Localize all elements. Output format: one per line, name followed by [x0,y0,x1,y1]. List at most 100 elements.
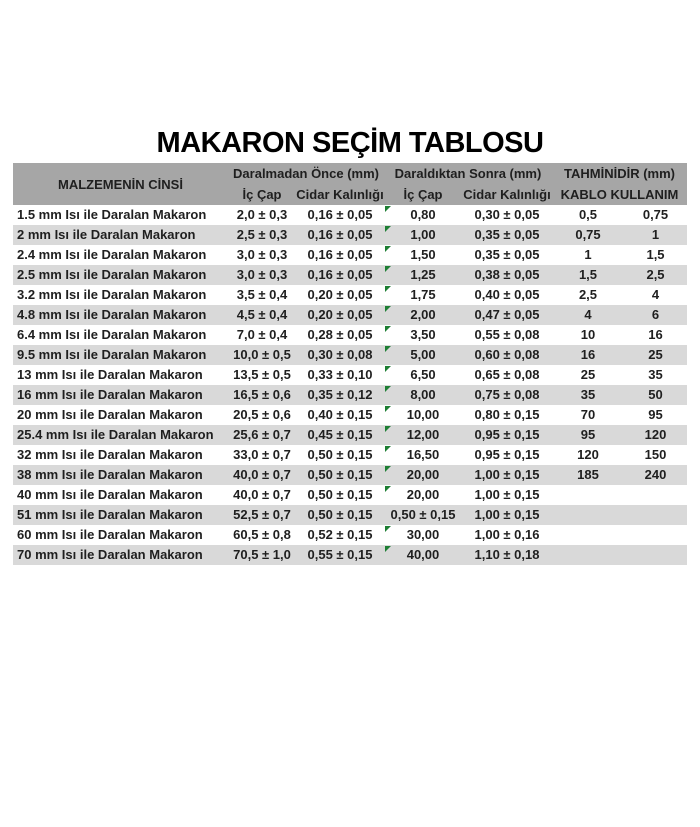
cidar-once-cell: 0,50 ± 0,15 [307,487,373,502]
cidar-once-cell: 0,50 ± 0,15 [307,447,373,462]
green-triangle-icon [385,346,391,352]
header-group-before: Daralmadan Önce (mm) [228,163,384,184]
kablo-max-cell: 120 [644,427,667,442]
green-triangle-icon [385,226,391,232]
kablo-max-cell: 16 [648,327,663,342]
table-row: 2.4 mm Isı ile Daralan Makaron 3,0 ± 0,3 0… [13,245,687,265]
table-body: 1.5 mm Isı ile Daralan Makaron 2,0 ± 0,3 0… [13,205,688,565]
kablo-max-cell: 50 [648,387,663,402]
kablo-max-cell [624,505,687,525]
material-cell: 60 mm Isı ile Daralan Makaron [17,527,203,542]
cell-value: 30,00 [406,527,440,542]
cidar-sonra-cell: 0,35 ± 0,05 [474,227,540,242]
material-cell: 25.4 mm Isı ile Daralan Makaron [17,427,214,442]
ic-cap-once-cell: 16,5 ± 0,6 [233,387,291,402]
green-triangle-icon [385,486,391,492]
green-triangle-icon [385,306,391,312]
kablo-max-cell: 4 [651,287,660,302]
table-row: 1.5 mm Isı ile Daralan Makaron 2,0 ± 0,3 0… [13,205,687,225]
cidar-sonra-cell: 0,95 ± 0,15 [474,427,540,442]
ic-cap-once-cell: 40,0 ± 0,7 [233,467,291,482]
kablo-min-cell: 0,5 [578,207,598,222]
material-cell: 20 mm Isı ile Daralan Makaron [17,407,203,422]
cell-value: 1,50 [410,247,436,262]
kablo-max-cell: 240 [644,467,667,482]
green-triangle-icon [385,526,391,532]
material-cell: 40 mm Isı ile Daralan Makaron [17,487,203,502]
green-triangle-icon [385,326,391,332]
kablo-min-cell: 35 [580,387,596,402]
table-row: 2 mm Isı ile Daralan Makaron 2,5 ± 0,3 0,1… [13,225,688,245]
header-sub-row: İç Çap Cidar Kalınlığı İç Çap Cidar Kalı… [13,184,688,205]
kablo-min-cell: 10 [580,327,596,342]
ic-cap-sonra-cell: 1,50 [384,245,462,265]
kablo-min-cell: 120 [577,447,599,462]
cidar-sonra-cell: 0,30 ± 0,05 [474,207,540,222]
ic-cap-sonra-cell: 1,75 [384,285,462,305]
ic-cap-once-cell: 10,0 ± 0,5 [233,347,291,362]
material-cell: 2.4 mm Isı ile Daralan Makaron [17,247,207,262]
table-row: 16 mm Isı ile Daralan Makaron 16,5 ± 0,6 0… [13,385,688,405]
table-row: 3.2 mm Isı ile Daralan Makaron 3,5 ± 0,4 0… [13,285,687,305]
cidar-once-cell: 0,55 ± 0,15 [307,547,373,562]
header-cidar-before: Cidar Kalınlığı [296,184,384,205]
table-row: 13 mm Isı ile Daralan Makaron 13,5 ± 0,5 0… [13,365,687,385]
green-triangle-icon [385,386,391,392]
header-cidar-after: Cidar Kalınlığı [462,184,552,205]
material-cell: 6.4 mm Isı ile Daralan Makaron [17,327,207,342]
kablo-min-cell: 25 [580,367,596,382]
ic-cap-sonra-cell: 16,50 [384,445,462,465]
ic-cap-sonra-cell: 8,00 [384,385,462,405]
material-cell: 1.5 mm Isı ile Daralan Makaron [17,207,207,222]
cidar-sonra-cell: 0,60 ± 0,08 [474,347,540,362]
cidar-sonra-cell: 1,10 ± 0,18 [474,547,540,562]
table-row: 51 mm Isı ile Daralan Makaron 52,5 ± 0,7 0… [13,505,688,525]
cell-value: 1,25 [410,267,436,282]
green-triangle-icon [385,266,391,272]
ic-cap-sonra-cell: 0,50 ± 0,15 [390,507,456,522]
cell-value: 20,00 [406,467,440,482]
kablo-min-cell [552,485,624,505]
kablo-max-cell: 2,5 [646,267,665,282]
table-row: 25.4 mm Isı ile Daralan Makaron 25,6 ± 0,… [13,425,688,445]
cidar-sonra-cell: 1,00 ± 0,15 [474,507,540,522]
kablo-max-cell: 150 [644,447,667,462]
cidar-once-cell: 0,35 ± 0,12 [307,387,373,402]
cidar-sonra-cell: 0,95 ± 0,15 [474,447,540,462]
ic-cap-sonra-cell: 3,50 [384,325,462,345]
kablo-min-cell: 0,75 [575,227,601,242]
ic-cap-sonra-cell: 6,50 [384,365,462,385]
ic-cap-once-cell: 3,0 ± 0,3 [236,267,288,282]
cell-value: 2,00 [410,307,436,322]
cell-value: 40,00 [406,547,440,562]
table-row: 2.5 mm Isı ile Daralan Makaron 3,0 ± 0,3 0… [13,265,688,285]
cidar-sonra-cell: 1,00 ± 0,16 [474,527,540,542]
material-cell: 16 mm Isı ile Daralan Makaron [17,387,203,402]
kablo-min-cell: 1,5 [578,267,598,282]
kablo-min-cell: 2,5 [578,287,598,302]
material-cell: 3.2 mm Isı ile Daralan Makaron [17,287,207,302]
cidar-sonra-cell: 0,38 ± 0,05 [474,267,540,282]
cidar-once-cell: 0,40 ± 0,15 [307,407,373,422]
green-triangle-icon [385,206,391,212]
ic-cap-once-cell: 33,0 ± 0,7 [233,447,291,462]
material-cell: 38 mm Isı ile Daralan Makaron [17,467,203,482]
cell-value: 0,80 [410,207,436,222]
cidar-sonra-cell: 0,40 ± 0,05 [474,287,540,302]
ic-cap-sonra-cell: 20,00 [384,465,462,485]
cidar-sonra-cell: 0,35 ± 0,05 [474,247,540,262]
cidar-once-cell: 0,16 ± 0,05 [307,207,373,222]
table-row: 6.4 mm Isı ile Daralan Makaron 7,0 ± 0,4 0… [13,325,687,345]
page-title: MAKARON SEÇİM TABLOSU [156,127,544,159]
header-ic-cap-before: İç Çap [228,184,296,205]
table-row: 70 mm Isı ile Daralan Makaron 70,5 ± 1,0 0… [13,545,688,565]
cidar-once-cell: 0,45 ± 0,15 [307,427,373,442]
ic-cap-sonra-cell: 2,00 [384,305,462,325]
green-triangle-icon [385,286,391,292]
green-triangle-icon [385,466,391,472]
green-triangle-icon [385,246,391,252]
kablo-min-cell [552,505,624,525]
green-triangle-icon [385,426,391,432]
cidar-once-cell: 0,30 ± 0,08 [307,347,373,362]
cell-value: 1,75 [410,287,436,302]
